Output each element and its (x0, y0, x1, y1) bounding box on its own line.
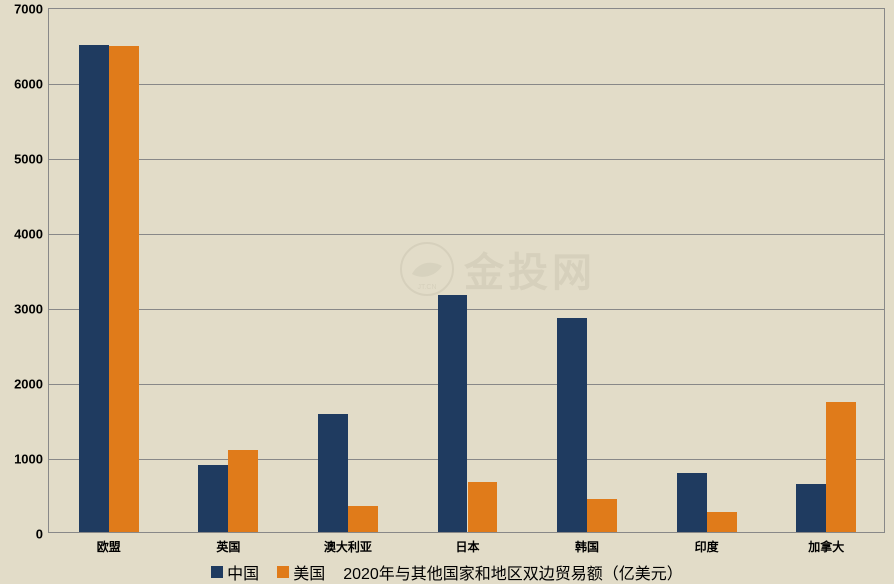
bar-series-0 (198, 465, 228, 533)
bar-series-1 (826, 402, 856, 533)
x-tick-label: 日本 (455, 532, 479, 555)
bar-series-1 (109, 46, 139, 532)
gridline (49, 234, 884, 235)
bar-series-1 (228, 450, 258, 533)
bar-series-0 (438, 295, 468, 532)
legend-label: 中国 (227, 560, 259, 584)
legend: 中国 美国 2020年与其他国家和地区双边贸易额（亿美元） (0, 559, 894, 584)
x-tick-label: 澳大利亚 (324, 532, 372, 555)
gridline (49, 159, 884, 160)
bar-series-1 (468, 482, 498, 532)
plot-area: 01000200030004000500060007000欧盟英国澳大利亚日本韩… (49, 9, 884, 532)
y-tick-label: 3000 (14, 302, 49, 317)
bar-series-0 (796, 484, 826, 532)
x-tick-label: 英国 (216, 532, 240, 555)
bar-series-0 (318, 414, 348, 533)
y-tick-label: 4000 (14, 227, 49, 242)
y-tick-label: 5000 (14, 152, 49, 167)
legend-swatch-icon (277, 566, 289, 578)
legend-label: 美国 (293, 560, 325, 584)
y-tick-label: 7000 (14, 2, 49, 17)
chart-title: 2020年与其他国家和地区双边贸易额（亿美元） (343, 560, 683, 584)
bar-series-1 (348, 506, 378, 532)
x-tick-label: 韩国 (575, 532, 599, 555)
y-tick-label: 6000 (14, 77, 49, 92)
legend-item-series-0: 中国 (211, 560, 259, 584)
y-tick-label: 0 (36, 527, 49, 542)
plot-border: 01000200030004000500060007000欧盟英国澳大利亚日本韩… (48, 8, 885, 533)
bar-series-0 (79, 45, 109, 533)
bar-series-1 (587, 499, 617, 532)
bar-chart: 0 1000 2000 3000 4000 5000 6000 7000 欧盟 英国 澳大利亚 日本 韩… (0, 0, 894, 584)
y-tick-label: 1000 (14, 452, 49, 467)
legend-item-series-1: 美国 (277, 560, 325, 584)
legend-swatch-icon (211, 566, 223, 578)
y-tick-label: 2000 (14, 377, 49, 392)
x-tick-label: 欧盟 (97, 532, 121, 555)
bar-series-0 (557, 318, 587, 532)
bar-series-0 (677, 473, 707, 532)
bar-series-1 (707, 512, 737, 532)
gridline (49, 84, 884, 85)
x-tick-label: 加拿大 (808, 532, 844, 555)
x-tick-label: 印度 (695, 532, 719, 555)
